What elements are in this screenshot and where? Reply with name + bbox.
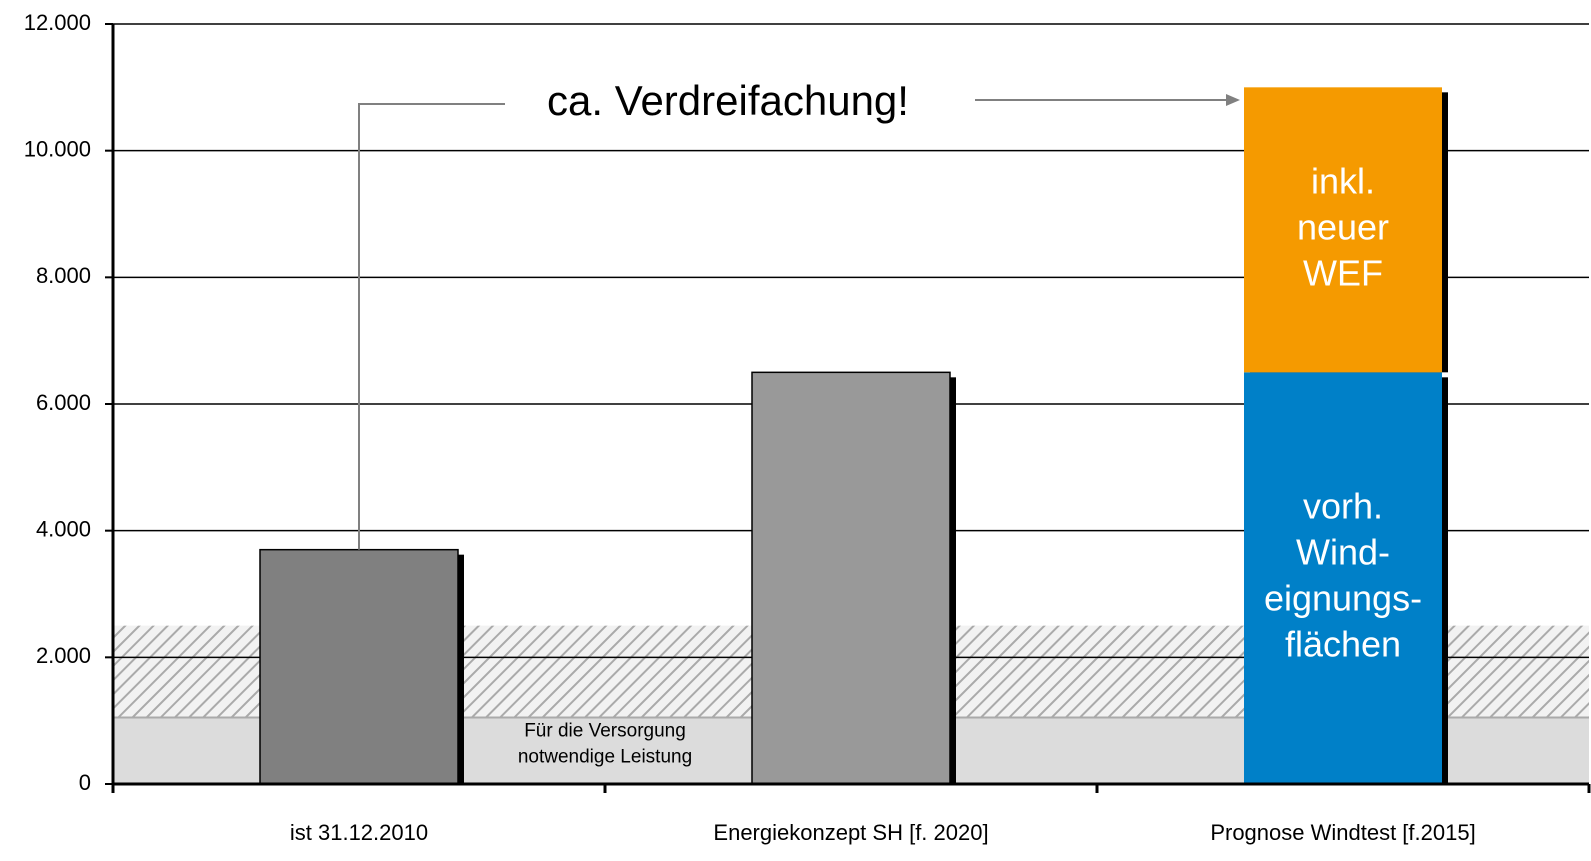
arrow-head	[1226, 94, 1240, 106]
y-tick-label: 2.000	[36, 643, 91, 668]
y-tick-label: 8.000	[36, 263, 91, 288]
x-tick-label: Prognose Windtest [f.2015]	[1210, 820, 1475, 845]
bar-label: eignungs-	[1264, 578, 1422, 619]
band-label: Für die Versorgung	[524, 721, 686, 742]
annotation-line	[358, 103, 505, 550]
bar	[259, 548, 459, 785]
bar-label: neuer	[1297, 206, 1389, 247]
band-label: notwendige Leistung	[518, 747, 692, 768]
bar	[1244, 87, 1442, 373]
y-tick-label: 12.000	[24, 10, 91, 35]
annotation: ca. Verdreifachung!	[547, 77, 909, 124]
bar-label: flächen	[1285, 624, 1401, 665]
x-tick-label: ist 31.12.2010	[290, 820, 428, 845]
x-tick-label: Energiekonzept SH [f. 2020]	[713, 820, 988, 845]
y-tick-label: 10.000	[24, 136, 91, 161]
bar	[751, 371, 951, 785]
bar-label: WEF	[1303, 252, 1383, 293]
y-tick-label: 4.000	[36, 516, 91, 541]
bar-label: Wind-	[1296, 532, 1390, 573]
y-tick-label: 0	[79, 770, 91, 795]
bar	[1244, 372, 1442, 784]
y-tick-label: 6.000	[36, 390, 91, 415]
bar-label: vorh.	[1303, 486, 1383, 527]
bar-label: inkl.	[1311, 160, 1375, 201]
